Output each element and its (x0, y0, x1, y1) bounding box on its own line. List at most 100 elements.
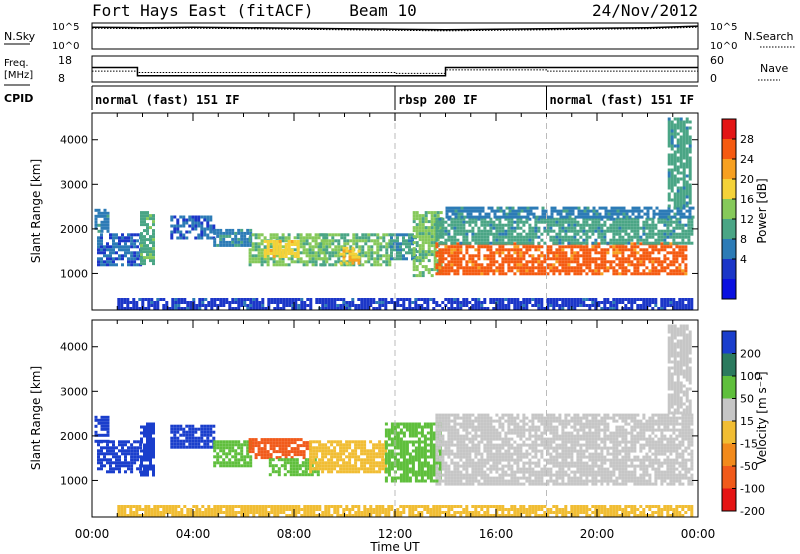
data-cell (432, 307, 436, 310)
data-cell (426, 425, 430, 429)
data-cell (667, 153, 671, 157)
data-cell (358, 236, 362, 240)
data-cell (673, 177, 677, 181)
data-cell (370, 251, 374, 255)
data-cell (176, 445, 180, 449)
data-cell (320, 239, 324, 243)
data-cell (648, 272, 652, 276)
data-cell (444, 440, 448, 444)
data-cell (603, 248, 607, 252)
data-cell (483, 269, 487, 273)
data-cell (537, 272, 541, 276)
data-cell (666, 220, 670, 224)
data-cell (645, 304, 649, 307)
data-cell (426, 298, 430, 301)
data-cell (465, 437, 469, 441)
data-cell (228, 449, 232, 453)
data-cell (585, 272, 589, 276)
data-cell (483, 235, 487, 239)
data-cell (405, 307, 409, 310)
data-cell (260, 263, 264, 267)
data-cell (121, 443, 124, 447)
data-cell (287, 243, 291, 246)
data-cell (176, 224, 180, 228)
data-cell (448, 215, 452, 219)
data-cell (435, 467, 439, 471)
data-cell (354, 307, 358, 310)
data-cell (687, 238, 691, 242)
data-cell (197, 236, 201, 240)
data-cell (576, 257, 580, 261)
data-cell (673, 156, 677, 160)
data-cell (206, 221, 210, 225)
data-cell (152, 422, 155, 426)
data-cell (573, 298, 577, 301)
data-cell (588, 260, 592, 264)
data-cell (143, 446, 146, 450)
data-cell (486, 229, 490, 233)
cpid-row: normal (fast) 151 IF rbsp 200 IF normal (f… (91, 86, 694, 110)
data-cell (336, 304, 340, 307)
data-cell (456, 298, 460, 301)
data-cell (438, 422, 442, 426)
data-cell (112, 260, 115, 264)
data-cell (465, 269, 469, 273)
data-cell (402, 257, 405, 261)
data-cell (357, 440, 361, 444)
data-cell (564, 263, 568, 267)
data-cell (143, 241, 146, 245)
data-cell (191, 224, 195, 228)
data-cell (109, 248, 112, 252)
data-cell (364, 242, 368, 246)
data-cell (681, 251, 685, 255)
data-cell (456, 446, 460, 450)
data-cell (534, 304, 538, 307)
data-cell (612, 266, 616, 270)
data-cell (639, 242, 643, 246)
data-cell (296, 246, 300, 249)
data-cell (682, 204, 686, 208)
data-cell (234, 458, 238, 462)
data-cell (525, 232, 529, 236)
data-cell (553, 209, 557, 213)
data-cell (97, 467, 100, 471)
data-cell (376, 248, 380, 252)
data-cell (162, 304, 166, 307)
data-cell (543, 229, 547, 233)
data-cell (558, 304, 562, 307)
data-cell (384, 470, 388, 474)
data-cell (396, 461, 400, 465)
data-cell (272, 236, 276, 240)
data-cell (678, 248, 682, 252)
data-cell (411, 257, 414, 261)
data-cell (546, 301, 550, 304)
data-cell (384, 434, 388, 438)
data-cell (555, 266, 559, 270)
data-cell (438, 434, 442, 438)
data-cell (370, 254, 374, 258)
data-cell (675, 251, 679, 255)
data-cell (121, 452, 124, 456)
data-cell (685, 156, 689, 160)
data-cell (447, 482, 451, 486)
data-cell (388, 239, 392, 243)
data-cell (272, 243, 276, 246)
data-cell (492, 232, 496, 236)
data-cell (666, 223, 670, 227)
data-cell (459, 245, 463, 249)
data-cell (690, 301, 694, 304)
data-cell (173, 436, 177, 440)
data-cell (200, 439, 204, 443)
data-cell (132, 304, 136, 307)
data-cell (681, 245, 685, 249)
data-cell (489, 263, 493, 267)
data-cell (597, 257, 601, 261)
data-cell (670, 209, 674, 213)
data-cell (475, 209, 479, 213)
data-cell (414, 455, 418, 459)
data-cell (501, 301, 505, 304)
data-cell (146, 431, 149, 435)
data-cell (278, 260, 282, 264)
data-cell (549, 248, 553, 252)
data-cell (456, 467, 460, 471)
